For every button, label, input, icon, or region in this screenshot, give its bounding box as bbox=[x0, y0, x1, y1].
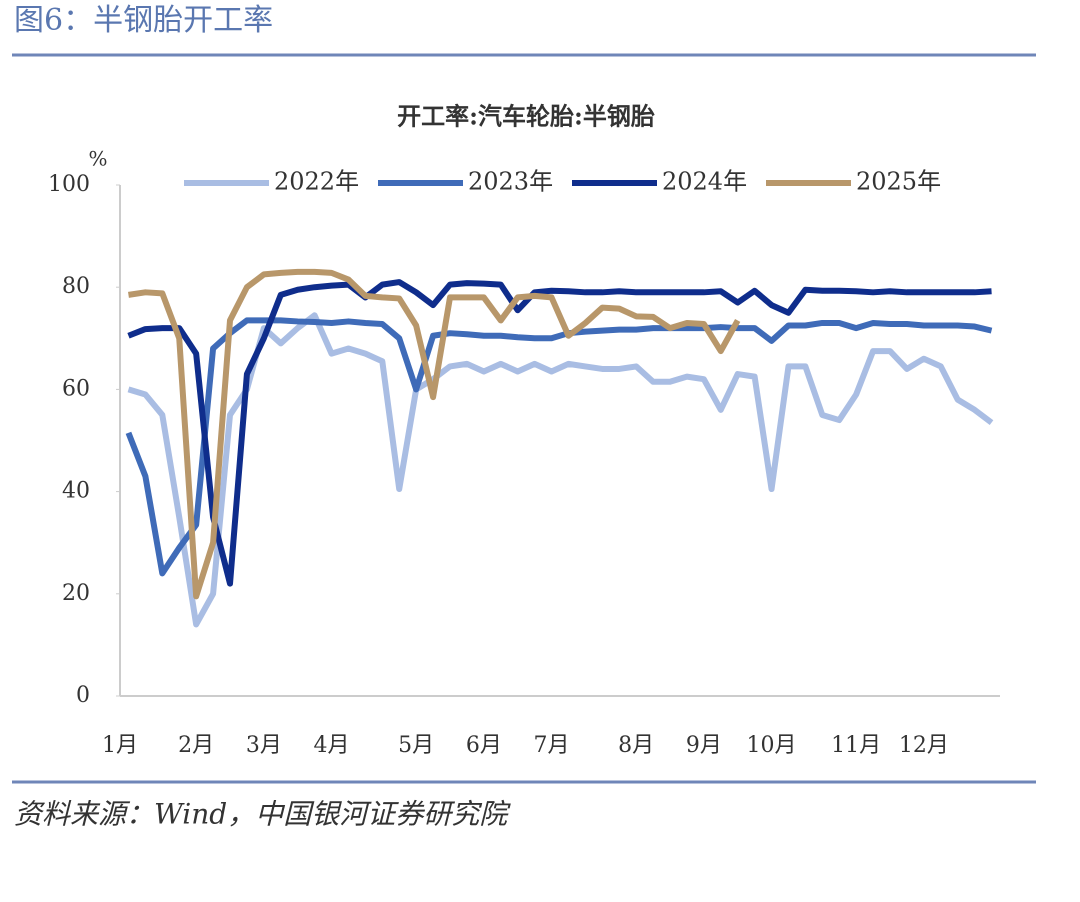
x-tick-label: 11月 bbox=[831, 733, 881, 758]
legend-label: 2025年 bbox=[856, 168, 941, 196]
y-tick-label: 0 bbox=[76, 683, 90, 708]
legend-label: 2022年 bbox=[274, 168, 359, 196]
series-line bbox=[127, 312, 994, 628]
x-tick-label: 6月 bbox=[466, 733, 502, 758]
figure-title: 图6：半钢胎开工率 bbox=[14, 3, 273, 38]
y-tick-label: 20 bbox=[62, 581, 90, 606]
x-tick-label: 12月 bbox=[899, 733, 949, 758]
series-line bbox=[128, 268, 741, 600]
x-tick-label: 2月 bbox=[178, 733, 214, 758]
x-tick-label: 9月 bbox=[686, 733, 722, 758]
legend-label: 2024年 bbox=[662, 168, 747, 196]
y-unit: % bbox=[88, 147, 107, 171]
x-tick-label: 8月 bbox=[618, 733, 654, 758]
chart-title: 开工率:汽车轮胎:半钢胎 bbox=[397, 102, 655, 131]
series-line bbox=[127, 279, 992, 587]
x-tick-label: 4月 bbox=[314, 733, 350, 758]
x-tick-label: 10月 bbox=[747, 733, 797, 758]
source: 资料来源：Wind，中国银河证券研究院 bbox=[14, 798, 511, 831]
y-tick-label: 80 bbox=[62, 274, 90, 299]
x-tick-label: 3月 bbox=[246, 733, 282, 758]
y-tick-label: 40 bbox=[62, 479, 90, 504]
x-tick-label: 7月 bbox=[534, 733, 570, 758]
y-tick-label: 60 bbox=[62, 376, 90, 401]
legend-label: 2023年 bbox=[468, 168, 553, 196]
x-tick-label: 5月 bbox=[398, 733, 434, 758]
x-tick-label: 1月 bbox=[102, 733, 138, 758]
y-tick-label: 100 bbox=[48, 172, 90, 197]
